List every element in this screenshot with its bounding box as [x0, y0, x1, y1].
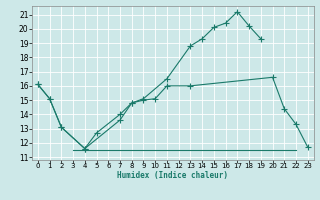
- X-axis label: Humidex (Indice chaleur): Humidex (Indice chaleur): [117, 171, 228, 180]
